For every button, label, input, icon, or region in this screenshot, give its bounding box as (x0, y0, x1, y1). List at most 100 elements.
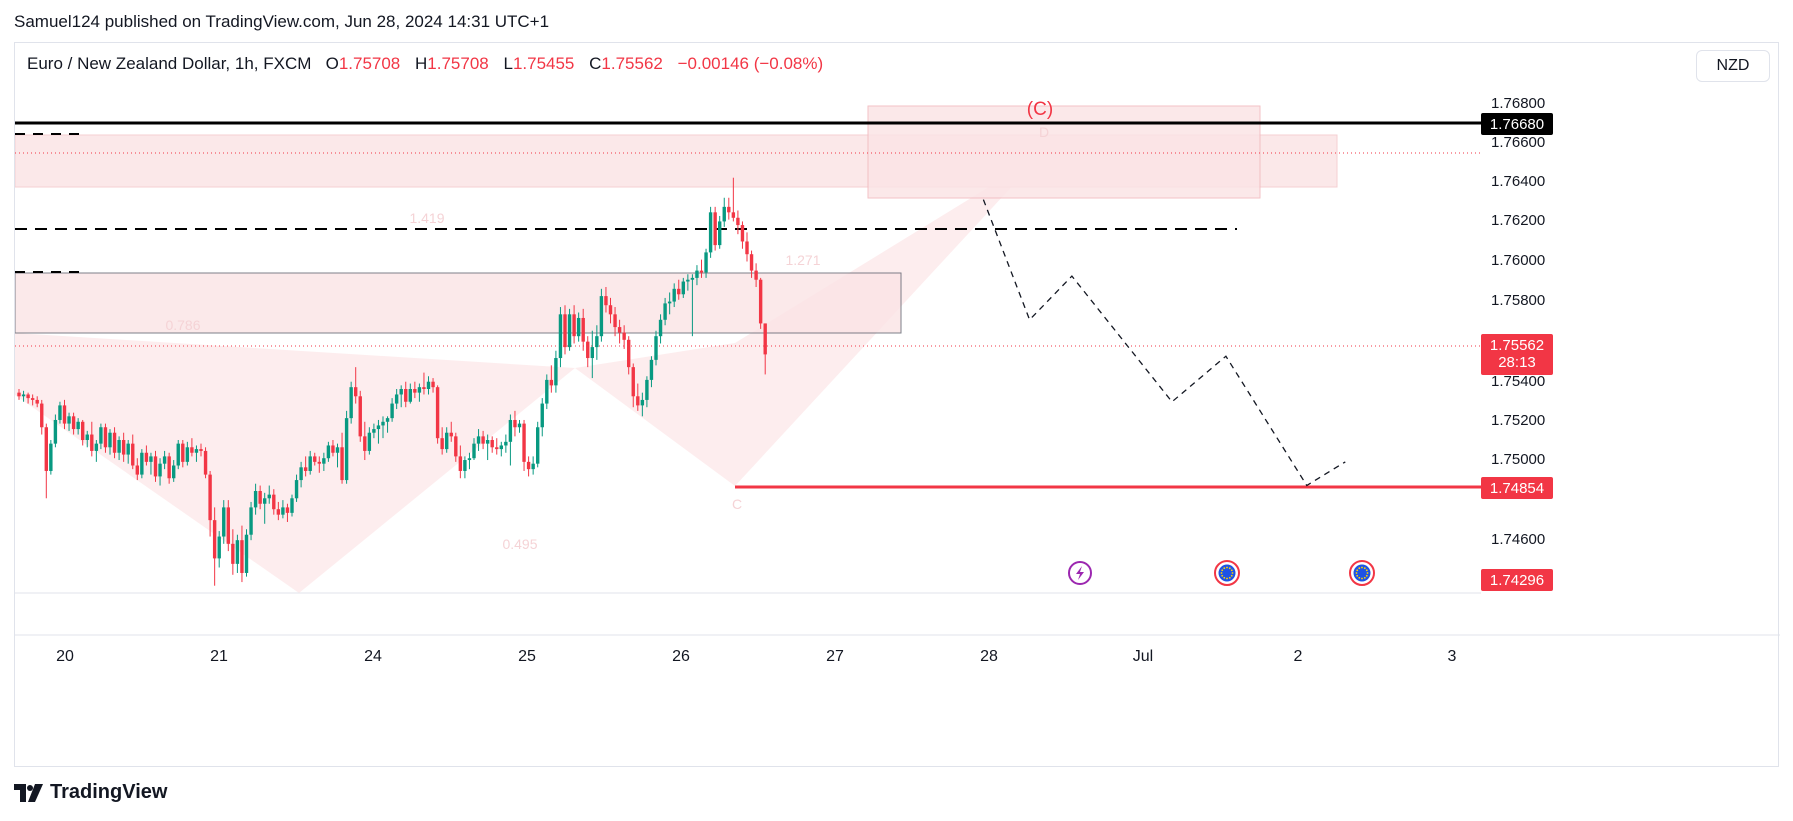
candle-body[interactable] (235, 540, 240, 564)
candle-body[interactable] (404, 389, 408, 402)
candle-body[interactable] (376, 425, 381, 430)
candle-body[interactable] (322, 458, 326, 464)
candle-body[interactable] (40, 403, 44, 428)
candle-body[interactable] (267, 494, 271, 499)
candle-body[interactable] (731, 212, 736, 218)
candle-body[interactable] (94, 443, 99, 451)
candle-body[interactable] (508, 419, 513, 442)
candle-body[interactable] (26, 394, 30, 399)
candle-body[interactable] (485, 440, 490, 444)
support-price-tag[interactable] (1481, 477, 1553, 499)
candle-body[interactable] (112, 432, 117, 453)
last-price-tag[interactable] (1481, 334, 1553, 375)
candle-body[interactable] (381, 421, 385, 426)
candle-body[interactable] (390, 403, 394, 419)
eu-flag-event-icon[interactable] (1349, 560, 1375, 586)
candle-body[interactable] (549, 379, 554, 386)
candle-body[interactable] (572, 314, 576, 337)
candle-body[interactable] (99, 427, 103, 444)
candle-body[interactable] (121, 440, 126, 455)
candle-body[interactable] (763, 323, 767, 355)
candle-body[interactable] (299, 467, 303, 481)
candle-body[interactable] (349, 387, 353, 419)
candle-body[interactable] (672, 288, 676, 302)
candle-body[interactable] (385, 418, 390, 422)
candle-body[interactable] (194, 449, 199, 453)
candle-body[interactable] (495, 447, 499, 450)
candle-body[interactable] (704, 252, 708, 273)
candle-body[interactable] (35, 399, 39, 404)
candle-body[interactable] (499, 445, 503, 450)
candle-body[interactable] (103, 427, 108, 448)
candle-body[interactable] (131, 443, 135, 466)
candle-body[interactable] (440, 438, 444, 450)
candle-body[interactable] (217, 536, 221, 559)
candle-body[interactable] (567, 314, 572, 348)
candle-body[interactable] (303, 467, 308, 471)
candle-body[interactable] (540, 403, 544, 428)
candle-body[interactable] (631, 367, 635, 397)
candle-body[interactable] (172, 465, 176, 479)
candle-body[interactable] (294, 480, 299, 499)
candle-body[interactable] (545, 379, 549, 404)
candle-body[interactable] (108, 432, 112, 448)
candle-body[interactable] (135, 465, 139, 475)
candle-body[interactable] (754, 270, 758, 280)
candle-body[interactable] (372, 429, 376, 433)
candle-body[interactable] (658, 319, 663, 337)
candle-body[interactable] (190, 447, 194, 453)
candle-body[interactable] (536, 427, 540, 464)
candle-body[interactable] (454, 436, 458, 457)
candle-body[interactable] (445, 432, 449, 450)
candle-body[interactable] (504, 441, 508, 446)
candle-body[interactable] (713, 212, 717, 246)
candle-body[interactable] (604, 296, 608, 306)
candle-body[interactable] (30, 398, 35, 400)
candle-body[interactable] (208, 474, 212, 521)
candle-body[interactable] (90, 434, 94, 451)
candle-body[interactable] (162, 456, 167, 464)
economic-event-bolt-icon[interactable] (1068, 561, 1092, 585)
candle-body[interactable] (176, 443, 180, 466)
candle-body[interactable] (226, 507, 230, 544)
candle-body[interactable] (326, 445, 331, 459)
candle-body[interactable] (231, 543, 235, 564)
candle-body[interactable] (481, 436, 485, 444)
candle-body[interactable] (203, 450, 208, 475)
candle-body[interactable] (677, 288, 681, 295)
candle-body[interactable] (53, 419, 58, 444)
candle-body[interactable] (476, 436, 481, 444)
candle-body[interactable] (563, 314, 567, 348)
candle-body[interactable] (358, 396, 362, 437)
candle-body[interactable] (253, 491, 258, 508)
candle-body[interactable] (212, 520, 217, 559)
candle-body[interactable] (686, 279, 690, 282)
candle-body[interactable] (745, 241, 749, 255)
candle-body[interactable] (117, 440, 121, 453)
candle-body[interactable] (413, 389, 417, 393)
candle-body[interactable] (158, 463, 162, 477)
candle-body[interactable] (367, 432, 372, 451)
candle-body[interactable] (422, 387, 426, 389)
candle-body[interactable] (363, 436, 367, 451)
candle-body[interactable] (645, 379, 649, 400)
candle-body[interactable] (581, 317, 585, 342)
candle-body[interactable] (718, 221, 722, 246)
currency-button[interactable]: NZD (1696, 50, 1770, 82)
candle-body[interactable] (340, 447, 344, 481)
candle-body[interactable] (276, 509, 281, 515)
candle-body[interactable] (153, 456, 158, 477)
candle-body[interactable] (576, 317, 581, 337)
candle-body[interactable] (58, 405, 62, 420)
candle-body[interactable] (290, 498, 294, 513)
candle-body[interactable] (181, 443, 185, 462)
candle-body[interactable] (244, 534, 249, 573)
candle-body[interactable] (67, 416, 71, 424)
candle-body[interactable] (167, 456, 171, 479)
candle-body[interactable] (758, 279, 763, 324)
candle-body[interactable] (281, 507, 285, 515)
candle-body[interactable] (708, 212, 713, 253)
candle-body[interactable] (76, 421, 80, 430)
candle-body[interactable] (613, 314, 617, 328)
